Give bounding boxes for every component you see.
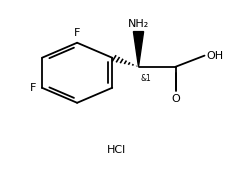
Text: F: F [30,83,36,93]
Polygon shape [134,32,144,67]
Text: OH: OH [207,51,224,61]
Text: HCl: HCl [107,145,126,155]
Text: F: F [74,28,80,38]
Text: O: O [171,94,180,104]
Text: &1: &1 [141,74,152,83]
Text: NH₂: NH₂ [128,19,149,29]
